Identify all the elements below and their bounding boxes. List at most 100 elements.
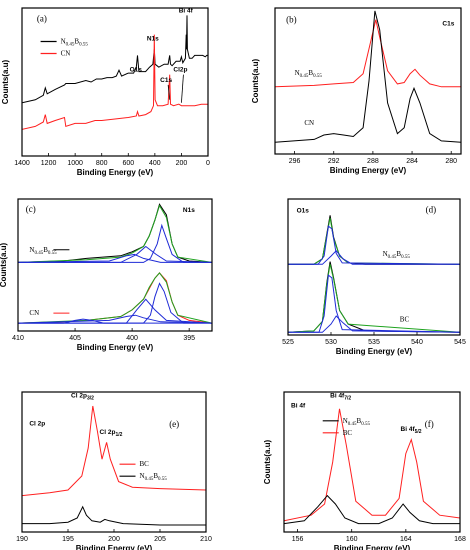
x-tick-label-d-4: 545 bbox=[454, 339, 466, 346]
y-axis-title-b: Counts(a.u) bbox=[251, 58, 260, 103]
series-line-c-5 bbox=[18, 272, 212, 324]
panel-label-a: (a) bbox=[37, 13, 47, 23]
y-axis-title-c: Counts(a.u) bbox=[0, 242, 8, 287]
series-line-b-0 bbox=[275, 19, 461, 88]
legend-label-a-1: CN bbox=[61, 50, 71, 58]
series-line-d-1 bbox=[288, 217, 460, 265]
x-tick-label-d-2: 535 bbox=[368, 339, 380, 346]
panel-label-d: (d) bbox=[426, 205, 437, 215]
series-line-d-3 bbox=[288, 249, 460, 265]
peak-label-a-1: N1s bbox=[147, 36, 159, 43]
series-line-c-9 bbox=[18, 314, 212, 324]
series-line-f-1 bbox=[284, 494, 460, 525]
x-tick-label-c-3: 395 bbox=[183, 335, 195, 342]
x-tick-label-d-1: 530 bbox=[325, 339, 337, 346]
plot-frame-a bbox=[21, 7, 209, 157]
series-line-d-0 bbox=[288, 215, 460, 265]
leader-c1s bbox=[167, 84, 171, 100]
plot-frame-d bbox=[287, 198, 461, 336]
x-tick-label-e-2: 200 bbox=[108, 536, 120, 543]
series-line-d-5 bbox=[288, 264, 460, 333]
series-line-c-2 bbox=[18, 223, 212, 263]
x-tick-label-a-6: 200 bbox=[176, 160, 188, 167]
series-label-d-1: BC bbox=[400, 315, 410, 323]
legend-label-e-1: N0.45B0.55 bbox=[140, 472, 168, 482]
x-tick-label-d-0: 525 bbox=[282, 339, 294, 346]
series-label-b-1: CN bbox=[304, 119, 314, 127]
element-label-d: O1s bbox=[297, 208, 310, 215]
series-line-c-3 bbox=[18, 245, 212, 263]
peak-label-e-1: Cl 2p1/2 bbox=[100, 429, 123, 438]
series-line-e-1 bbox=[22, 505, 206, 526]
panel-label-c: (c) bbox=[26, 204, 36, 214]
plot-frame-f bbox=[283, 391, 461, 533]
x-axis-title-d: Binding Energy (eV) bbox=[336, 347, 413, 356]
x-tick-label-c-0: 410 bbox=[12, 335, 24, 342]
series-label-c-1: CN bbox=[29, 309, 39, 317]
x-tick-label-c-1: 405 bbox=[69, 335, 81, 342]
element-label-e: Cl 2p bbox=[29, 421, 45, 428]
peak-label-a-0: Bi 4f bbox=[179, 7, 194, 14]
legend-label-f-0: N0.45B0.55 bbox=[343, 417, 371, 427]
series-line-f-0 bbox=[284, 408, 460, 522]
series-line-d-4 bbox=[288, 261, 460, 333]
legend-label-a-0: N0.45B0.55 bbox=[61, 38, 89, 48]
series-line-c-7 bbox=[18, 282, 212, 324]
series-line-c-4 bbox=[18, 253, 212, 263]
panel-label-b: (b) bbox=[286, 15, 297, 25]
x-tick-label-b-0: 296 bbox=[289, 158, 301, 165]
x-tick-label-c-2: 400 bbox=[126, 335, 138, 342]
series-line-a-0 bbox=[22, 15, 208, 104]
x-tick-label-e-1: 195 bbox=[62, 536, 74, 543]
peak-label-f-0: Bi 4f7/2 bbox=[330, 393, 351, 402]
panel-f: 156 160 164 168 Binding Energy (eV) Counts(a.… bbox=[263, 391, 466, 550]
x-tick-label-b-2: 288 bbox=[367, 158, 379, 165]
series-line-d-2 bbox=[288, 225, 460, 265]
x-tick-label-b-4: 280 bbox=[445, 158, 457, 165]
series-line-c-1 bbox=[18, 204, 212, 263]
plot-frame-b bbox=[274, 7, 462, 155]
leader-cl2p bbox=[181, 74, 184, 103]
panel-label-e: (e) bbox=[169, 419, 179, 429]
x-tick-label-d-3: 540 bbox=[411, 339, 423, 346]
x-axis-title-a: Binding Energy (eV) bbox=[77, 168, 154, 177]
series-line-a-1 bbox=[22, 34, 208, 130]
x-axis-title-e: Binding Energy (eV) bbox=[76, 544, 153, 550]
y-axis-title-f: Counts(a.u) bbox=[263, 439, 272, 484]
series-line-d-7 bbox=[288, 315, 460, 333]
y-axis-title-a: Counts(a.u) bbox=[1, 59, 10, 104]
x-axis-title-b: Binding Energy (eV) bbox=[330, 166, 407, 175]
x-tick-label-a-5: 400 bbox=[149, 160, 161, 167]
plot-frame-c bbox=[17, 198, 213, 332]
panel-c: 410 405 400 395 Binding Energy (eV) Counts(a.… bbox=[0, 198, 213, 352]
x-tick-label-f-1: 160 bbox=[346, 536, 358, 543]
series-label-b-0: N0.45B0.55 bbox=[295, 69, 323, 79]
x-tick-label-f-3: 168 bbox=[454, 536, 466, 543]
series-line-e-0 bbox=[22, 405, 206, 497]
x-tick-label-e-0: 190 bbox=[16, 536, 28, 543]
x-tick-label-a-7: 0 bbox=[206, 160, 210, 167]
series-line-c-6 bbox=[18, 272, 212, 324]
x-tick-label-a-0: 1400 bbox=[14, 160, 30, 167]
x-tick-label-e-4: 210 bbox=[200, 536, 212, 543]
panel-a: 1400 1200 1000 800 600 400 200 0 Binding Energy … bbox=[1, 7, 210, 177]
series-line-b-1 bbox=[275, 10, 461, 143]
element-label-f: Bi 4f bbox=[291, 402, 306, 409]
peak-label-a-3: C1s bbox=[160, 77, 172, 84]
peak-label-e-0: Cl 2p3/2 bbox=[71, 393, 94, 402]
element-label-c: N1s bbox=[183, 207, 195, 214]
x-tick-label-a-4: 600 bbox=[122, 160, 134, 167]
peak-label-a-4: Cl2p bbox=[173, 67, 187, 74]
legend-label-e-0: BC bbox=[140, 460, 150, 468]
peak-label-a-2: O1s bbox=[130, 67, 143, 74]
x-axis-title-f: Binding Energy (eV) bbox=[334, 544, 411, 550]
x-tick-label-b-1: 292 bbox=[328, 158, 340, 165]
x-tick-label-a-3: 800 bbox=[96, 160, 108, 167]
x-tick-label-a-2: 1000 bbox=[67, 160, 83, 167]
series-line-c-10 bbox=[18, 318, 212, 324]
series-label-d-0: N0.45B0.55 bbox=[383, 250, 411, 260]
x-tick-label-f-0: 156 bbox=[292, 536, 304, 543]
element-label-b: C1s bbox=[442, 21, 454, 28]
x-tick-label-e-3: 205 bbox=[154, 536, 166, 543]
